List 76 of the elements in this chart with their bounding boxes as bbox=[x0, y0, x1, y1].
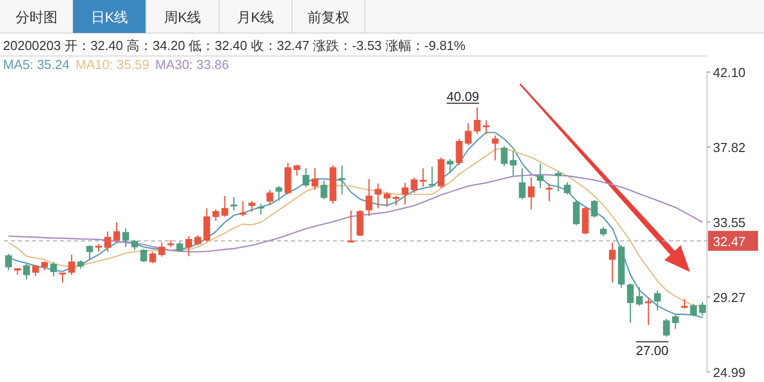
candlestick bbox=[50, 261, 57, 277]
candlestick bbox=[149, 251, 156, 264]
annotation: 40.09 bbox=[446, 89, 480, 104]
candlestick bbox=[248, 200, 256, 212]
candlestick bbox=[230, 196, 238, 212]
y-tick-label: 29.27 bbox=[713, 290, 746, 305]
y-tick-label: 33.55 bbox=[713, 214, 746, 230]
candlestick bbox=[510, 150, 517, 176]
candlestick bbox=[276, 186, 282, 202]
candlestick bbox=[23, 263, 30, 280]
candlestick bbox=[140, 248, 148, 263]
candlestick bbox=[86, 244, 93, 260]
candlestick bbox=[528, 176, 535, 210]
candlestick bbox=[221, 195, 228, 218]
candlestick bbox=[572, 199, 580, 226]
candlestick bbox=[410, 177, 418, 194]
candlestick bbox=[500, 146, 508, 167]
ref-line-label: 32.47 bbox=[713, 234, 746, 249]
candlestick bbox=[59, 272, 66, 284]
candlestick bbox=[113, 222, 120, 244]
candlestick bbox=[384, 192, 390, 208]
candlestick bbox=[131, 239, 138, 251]
candlestick bbox=[374, 182, 382, 210]
candlestick bbox=[194, 234, 202, 246]
candlestick bbox=[41, 260, 48, 271]
chart-subtitle: 20200203 开：32.40 高：34.20 低：32.40 收：32.47 涨跌：-3.53 涨幅：-9.81% bbox=[3, 38, 466, 53]
candlestick bbox=[672, 314, 679, 330]
y-tick-label: 37.82 bbox=[713, 140, 746, 156]
candlestick bbox=[348, 210, 354, 243]
candlestick bbox=[554, 170, 562, 192]
candlestick bbox=[663, 318, 670, 338]
candlestick bbox=[536, 162, 544, 189]
candlestick bbox=[320, 180, 328, 200]
candlestick bbox=[312, 168, 318, 190]
candlestick bbox=[185, 236, 192, 257]
annotation: 27.00 bbox=[636, 342, 668, 358]
candlestick bbox=[464, 122, 472, 146]
candlestick bbox=[681, 298, 688, 310]
y-tick-label: 42.10 bbox=[713, 65, 746, 80]
candlestick bbox=[402, 182, 408, 205]
candlestick bbox=[456, 138, 463, 166]
candlestick bbox=[266, 189, 274, 206]
candlestick bbox=[590, 199, 598, 218]
candlestick bbox=[5, 253, 12, 271]
candlestick bbox=[690, 303, 697, 318]
candlestick bbox=[627, 282, 634, 324]
candlestick bbox=[302, 168, 310, 188]
candlestick bbox=[546, 182, 553, 202]
candlestick bbox=[609, 242, 616, 284]
candlestick bbox=[654, 290, 661, 312]
candlestick bbox=[212, 208, 220, 222]
candlestick bbox=[699, 301, 706, 316]
candlestick bbox=[68, 254, 75, 276]
tabs: 分时图 日K线 周K线 月K线 前复权 bbox=[0, 0, 764, 34]
candlestick bbox=[600, 226, 607, 237]
candlestick bbox=[636, 286, 643, 306]
candlestick bbox=[294, 164, 300, 176]
candlestick bbox=[239, 200, 246, 217]
candlestick bbox=[446, 158, 454, 174]
candlestick bbox=[203, 208, 210, 242]
candlestick bbox=[356, 210, 364, 237]
y-tick-label: 24.99 bbox=[713, 365, 746, 380]
candlestick bbox=[474, 106, 481, 135]
candlestick bbox=[176, 241, 184, 252]
candlestick bbox=[492, 135, 499, 161]
candlestick bbox=[366, 178, 372, 217]
candlestick bbox=[122, 228, 130, 248]
candlestick bbox=[32, 264, 39, 277]
candlestick bbox=[104, 230, 112, 252]
candlestick bbox=[158, 242, 166, 258]
candlestick bbox=[392, 195, 400, 206]
candlestick bbox=[564, 182, 571, 195]
candlestick bbox=[518, 168, 526, 200]
candlestick bbox=[338, 165, 346, 195]
candlestick bbox=[258, 203, 264, 216]
legend: MA5: 35.24 MA10: 35.59 MA30: 33.86 bbox=[3, 57, 229, 72]
